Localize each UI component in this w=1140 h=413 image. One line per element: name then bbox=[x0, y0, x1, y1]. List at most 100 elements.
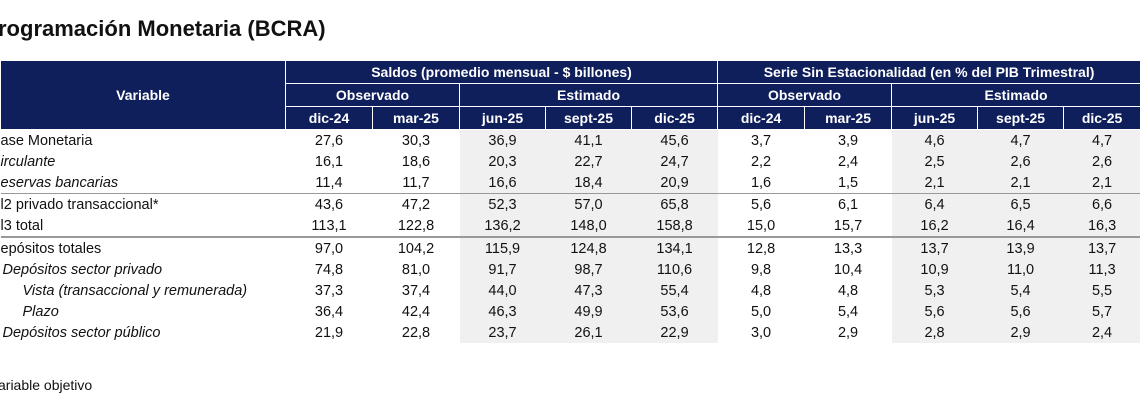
table-cell: 15,0 bbox=[717, 215, 805, 238]
table-cell: 4,8 bbox=[837, 282, 859, 299]
table-cell: 55,4 bbox=[631, 280, 718, 301]
table-row: l2 privado transaccional* 43,6 47,2 52,3 57,… bbox=[0, 193, 1140, 215]
table-cell: 136,2 bbox=[459, 215, 546, 238]
table-cell: 36,9 bbox=[459, 129, 546, 151]
table-cell: 11,7 bbox=[372, 172, 460, 194]
table-cell: 5,0 bbox=[750, 303, 772, 320]
table-cell: 2,4 bbox=[1063, 322, 1140, 343]
table-cell: 9,8 bbox=[750, 261, 772, 278]
table-cell: 3,0 bbox=[750, 324, 772, 341]
header-period: sept-25 bbox=[545, 106, 632, 130]
table-cell: 36,4 bbox=[314, 303, 344, 320]
header-period: mar-25 bbox=[372, 106, 460, 130]
table-cell: 12,8 bbox=[746, 240, 776, 257]
table-cell: 2,5 bbox=[891, 151, 978, 172]
table-cell: 6,1 bbox=[837, 196, 859, 213]
header-serie-sin-estacionalidad: Serie Sin Estacionalidad (en % del PIB T… bbox=[717, 60, 1140, 84]
header-period: dic-25 bbox=[1063, 106, 1140, 130]
header-estimado: Estimado bbox=[891, 83, 1140, 107]
table-cell: 42,4 bbox=[401, 303, 431, 320]
row-label: ase Monetaria bbox=[0, 132, 93, 149]
table-cell: 104,2 bbox=[397, 240, 435, 257]
table-cell: 11,4 bbox=[285, 172, 373, 194]
page-title: rogramación Monetaria (BCRA) bbox=[0, 16, 326, 41]
table-cell: 13,7 bbox=[891, 237, 978, 259]
table-cell: 5,6 bbox=[977, 301, 1064, 322]
table-cell: 22,9 bbox=[631, 322, 718, 343]
table-cell: 2,6 bbox=[977, 151, 1064, 172]
row-label: Depósitos sector privado bbox=[2, 261, 163, 278]
table-row: Depósitos sector público 21,9 22,8 23,7 26,1… bbox=[1, 322, 1140, 343]
table-cell: 24,7 bbox=[631, 151, 718, 172]
row-label: Plazo bbox=[22, 303, 59, 320]
table-row: Depósitos sector privado 74,8 81,0 91,7 98,7… bbox=[1, 259, 1140, 280]
table-row: Vista (transaccional y remunerada) 37,3 37… bbox=[1, 280, 1140, 301]
table-cell: 26,1 bbox=[545, 322, 632, 343]
table-cell: 4,7 bbox=[977, 129, 1064, 151]
monetary-program-table: Variable Saldos (promedio mensual - $ bi… bbox=[0, 60, 1140, 343]
table-cell: 30,3 bbox=[401, 132, 431, 149]
header-period: dic-24 bbox=[285, 106, 373, 130]
table-cell: 45,6 bbox=[631, 129, 718, 151]
table-cell: 2,2 bbox=[750, 153, 772, 170]
table-cell: 20,3 bbox=[459, 151, 546, 172]
table-cell: 5,7 bbox=[1063, 301, 1140, 322]
header-observado: Observado bbox=[717, 83, 893, 107]
table-cell: 5,4 bbox=[977, 280, 1064, 301]
table-cell: 5,5 bbox=[1063, 280, 1140, 301]
table-cell: 23,7 bbox=[459, 322, 546, 343]
row-label: epósitos totales bbox=[0, 240, 102, 257]
table-cell: 13,9 bbox=[977, 237, 1064, 259]
table-cell: 110,6 bbox=[631, 259, 718, 280]
header-period: dic-25 bbox=[630, 106, 719, 130]
table-cell: 53,6 bbox=[631, 301, 718, 322]
table-cell: 5,6 bbox=[891, 301, 978, 322]
table-cell: 124,8 bbox=[545, 237, 632, 259]
table-cell: 6,6 bbox=[1063, 193, 1140, 215]
table-cell: 134,1 bbox=[631, 237, 718, 259]
table-cell: 91,7 bbox=[459, 259, 546, 280]
row-label: l3 total bbox=[0, 215, 286, 238]
table-cell: 18,4 bbox=[545, 172, 632, 194]
table-row: Plazo 36,4 42,4 46,3 49,9 53,6 5,0 5,4 5,6 5,6 5,7 bbox=[1, 301, 1140, 322]
table-cell: 37,3 bbox=[314, 282, 344, 299]
table-cell: 4,8 bbox=[750, 282, 772, 299]
table-cell: 57,0 bbox=[545, 193, 632, 215]
table-row: ase Monetaria 27,6 30,3 36,9 41,1 45,6 3,7 3,9 4… bbox=[0, 129, 1140, 151]
table-cell: 20,9 bbox=[631, 172, 718, 194]
row-label: l2 privado transaccional* bbox=[0, 196, 159, 213]
table-cell: 5,3 bbox=[891, 280, 978, 301]
table-cell: 2,9 bbox=[977, 322, 1064, 343]
table-cell: 27,6 bbox=[314, 132, 344, 149]
table-cell: 1,6 bbox=[717, 172, 805, 194]
table-cell: 3,9 bbox=[837, 132, 859, 149]
header-observado: Observado bbox=[285, 83, 460, 107]
table-cell: 3,7 bbox=[750, 132, 772, 149]
table-row: eservas bancarias 11,4 11,7 16,6 18,4 20,9 1,6… bbox=[0, 172, 1140, 194]
table-cell: 16,4 bbox=[977, 215, 1064, 238]
table-cell: 2,1 bbox=[891, 172, 978, 194]
header-saldos: Saldos (promedio mensual - $ billones) bbox=[284, 60, 719, 84]
table-cell: 4,7 bbox=[1063, 129, 1140, 151]
table-cell: 44,0 bbox=[459, 280, 546, 301]
table-cell: 22,7 bbox=[545, 151, 632, 172]
table-row: irculante 16,1 18,6 20,3 22,7 24,7 2,2 2,4 2,5 2,… bbox=[1, 151, 1140, 172]
table-cell: 6,5 bbox=[977, 193, 1064, 215]
table-cell: 122,8 bbox=[372, 215, 460, 238]
table-cell: 46,3 bbox=[459, 301, 546, 322]
table-cell: 16,3 bbox=[1063, 215, 1140, 238]
table-cell: 97,0 bbox=[314, 240, 344, 257]
header-period: jun-25 bbox=[459, 106, 546, 130]
table-cell: 65,8 bbox=[631, 193, 718, 215]
table-cell: 16,6 bbox=[459, 172, 546, 194]
table-cell: 11,0 bbox=[977, 259, 1064, 280]
row-label: eservas bancarias bbox=[0, 172, 286, 194]
footnote: ariable objetivo bbox=[0, 377, 93, 393]
table-cell: 74,8 bbox=[314, 261, 344, 278]
table-cell: 21,9 bbox=[314, 324, 344, 341]
table-cell: 2,6 bbox=[1063, 151, 1140, 172]
table-cell: 2,1 bbox=[977, 172, 1064, 194]
header-period: sept-25 bbox=[977, 106, 1065, 130]
table-cell: 18,6 bbox=[401, 153, 431, 170]
table-cell: 49,9 bbox=[545, 301, 632, 322]
